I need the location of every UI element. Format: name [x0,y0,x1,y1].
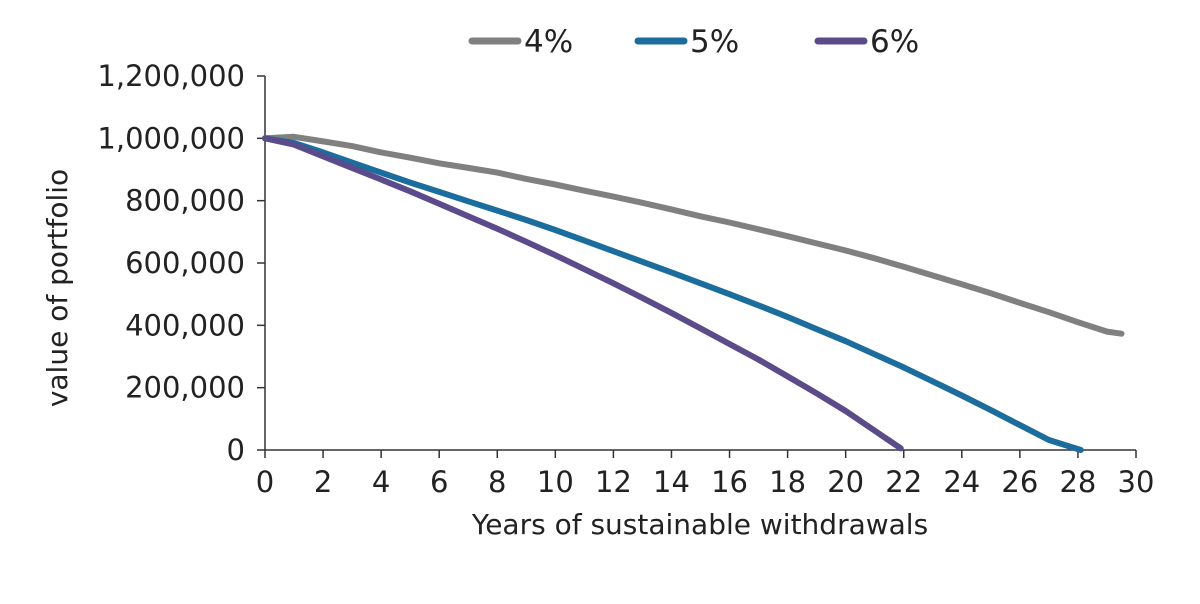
x-tick-label: 22 [885,465,922,499]
x-tick-label: 0 [256,465,274,499]
x-tick-label: 10 [537,465,574,499]
x-tick-label: 6 [430,465,448,499]
x-tick-label: 30 [1118,465,1155,499]
x-tick-label: 20 [827,465,864,499]
axes: 1,200,000 1,000,000 800,000 600,000 400,000 2… [97,59,1154,499]
x-tick-label: 8 [488,465,506,499]
y-tick-label: 1,000,000 [97,121,245,155]
x-tick-label: 16 [711,465,748,499]
y-tick-label: 400,000 [125,308,245,342]
series-lines [262,133,1125,453]
series-line-1 [262,133,1125,337]
x-tick-label: 4 [372,465,390,499]
legend-label-2: 5% [690,24,739,60]
x-tick-label: 26 [1001,465,1038,499]
x-tick-label: 12 [595,465,632,499]
x-tick-label: 14 [653,465,690,499]
y-tick-label: 800,000 [125,184,245,218]
y-axis-title: value of portfolio [41,169,74,407]
x-axis-title: Years of sustainable withdrawals [471,508,928,541]
x-tick-label: 24 [943,465,980,499]
series-line-2 [262,135,1084,453]
y-tick-label: 600,000 [125,246,245,280]
x-tick-label: 2 [314,465,332,499]
legend: 4% 5% 6% [468,24,919,60]
y-tick-label: 1,200,000 [97,59,245,93]
x-tick-label: 18 [769,465,806,499]
y-tick-label: 200,000 [125,371,245,405]
y-tick-label: 0 [227,433,245,467]
legend-label-1: 4% [524,24,573,60]
series-line-3 [262,135,904,452]
x-tick-label: 28 [1059,465,1096,499]
legend-label-3: 6% [870,24,919,60]
